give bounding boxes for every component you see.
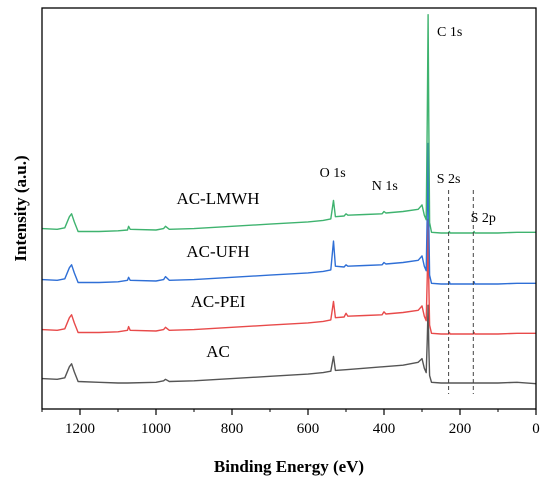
peak-label-o-1s: O 1s	[320, 166, 346, 181]
spectra-group	[41, 14, 537, 385]
peak-label-s-2p: S 2p	[471, 211, 496, 226]
x-tick-label-400: 400	[373, 421, 396, 437]
x-axis-title: Binding Energy (eV)	[214, 457, 364, 476]
x-tick-label-1000: 1000	[141, 421, 171, 437]
y-axis-title: Intensity (a.u.)	[11, 155, 30, 261]
series-label-ac-pei: AC-PEI	[191, 292, 246, 311]
series-labels-group: AC AC-PEI AC-UFH AC-LMWH	[176, 189, 259, 361]
x-tick-label-0: 0	[532, 421, 540, 437]
x-tick-label-1200: 1200	[65, 421, 95, 437]
x-axis-ticks: 1200 1000 800 600 400 200 0	[41, 409, 540, 437]
peak-label-c-1s: C 1s	[437, 25, 462, 40]
peak-label-n-1s: N 1s	[372, 179, 398, 194]
x-tick-label-200: 200	[449, 421, 472, 437]
plot-frame	[41, 7, 537, 410]
series-label-ac: AC	[206, 342, 230, 361]
peak-label-s-2s: S 2s	[437, 172, 461, 187]
peak-labels-group: C 1s O 1s N 1s S 2s S 2p	[320, 25, 496, 226]
x-tick-label-800: 800	[221, 421, 244, 437]
series-line-ac-ufh	[41, 142, 536, 285]
series-label-ac-ufh: AC-UFH	[186, 242, 249, 261]
series-line-ac-pei	[41, 218, 536, 335]
series-label-ac-lmwh: AC-LMWH	[176, 189, 259, 208]
series-line-ac	[41, 304, 537, 385]
x-tick-label-600: 600	[297, 421, 320, 437]
reference-lines-group	[448, 190, 474, 394]
series-line-ac-lmwh	[41, 14, 536, 234]
